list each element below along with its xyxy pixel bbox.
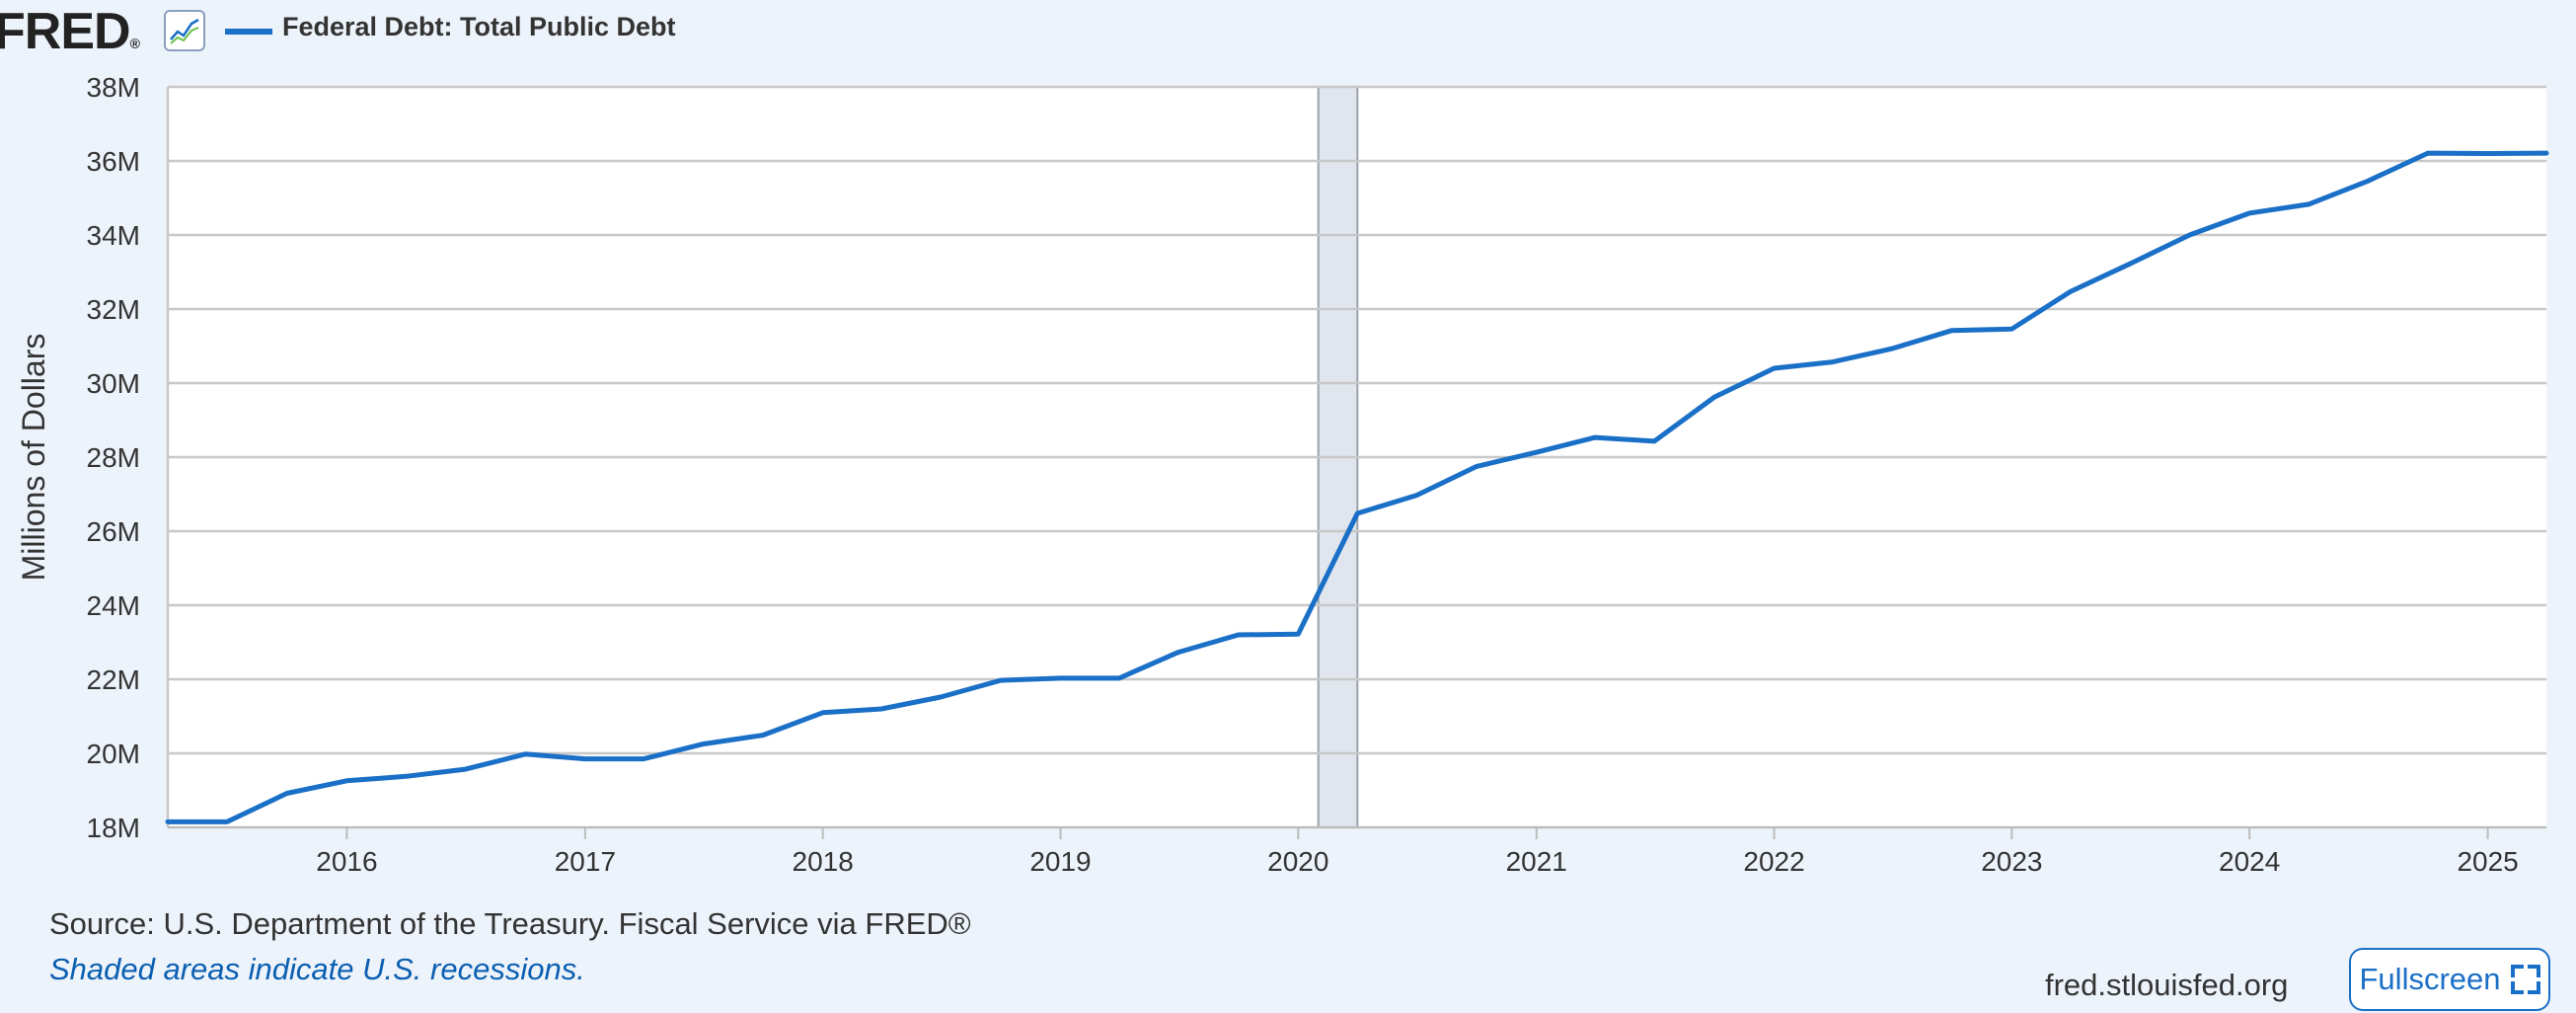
y-tick-label: 20M [87,739,140,769]
x-axis-ticks: 2016 2017 2018 2019 2020 2021 2022 2023 2024 2025 [316,827,2519,877]
expand-icon [2510,965,2540,994]
legend-label: Federal Debt: Total Public Debt [282,12,676,41]
fullscreen-label: Fullscreen [2359,962,2501,996]
y-tick-label: 26M [87,516,140,547]
fullscreen-button[interactable]: Fullscreen [2349,948,2550,1011]
x-tick-label: 2022 [1743,846,1804,877]
x-tick-label: 2023 [1981,846,2042,877]
site-url[interactable]: fred.stlouisfed.org [2045,968,2289,1002]
gridlines [166,85,2546,829]
y-tick-label: 36M [87,146,140,177]
series-line-0 [165,150,2549,824]
y-tick-label: 22M [87,664,140,695]
y-axis-ticks: 18M 20M 22M 24M 26M 28M 30M 32M 34M 36M 38M [87,72,140,843]
source-note: Source: U.S. Department of the Treasury.… [49,906,971,941]
y-axis-label: Millions of Dollars [16,334,51,582]
y-tick-label: 30M [87,368,140,399]
y-tick-label: 18M [87,813,140,843]
y-tick-label: 34M [87,220,140,251]
x-tick-label: 2016 [316,846,377,877]
series-layer [165,150,2549,824]
y-tick-label: 32M [87,294,140,325]
x-tick-label: 2018 [793,846,854,877]
x-tick-label: 2025 [2457,846,2518,877]
x-tick-label: 2019 [1029,846,1091,877]
fred-logo[interactable]: FRED® [0,2,140,61]
logo-registered-mark: ® [129,36,140,51]
y-tick-label: 28M [87,442,140,473]
x-tick-label: 2017 [555,846,616,877]
x-tick-label: 2024 [2219,846,2280,877]
legend-swatch [225,29,272,35]
logo-text: FRED [0,3,131,60]
y-tick-label: 38M [87,72,140,103]
line-graph-icon [164,10,205,51]
y-tick-label: 24M [87,590,140,621]
x-tick-label: 2020 [1267,846,1328,877]
x-tick-label: 2021 [1506,846,1567,877]
recession-note: Shaded areas indicate U.S. recessions. [49,952,585,986]
